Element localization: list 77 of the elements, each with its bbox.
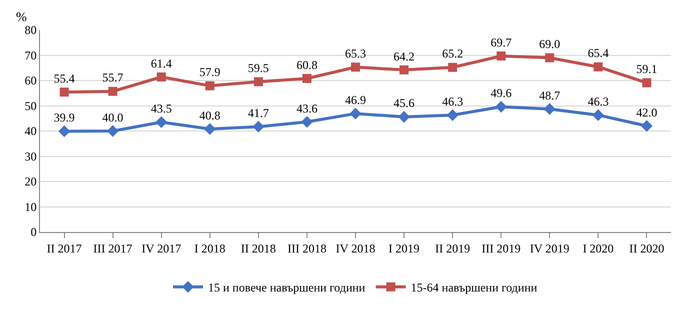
y-tick-label: 60 <box>24 74 37 88</box>
data-label: 65.4 <box>588 46 609 60</box>
data-label: 55.4 <box>54 71 75 86</box>
y-axis-title: % <box>16 9 27 24</box>
point <box>351 62 360 72</box>
point <box>446 109 458 121</box>
data-label: 41.7 <box>248 106 269 120</box>
point <box>252 120 264 133</box>
data-label: 48.7 <box>539 88 560 102</box>
x-tick-label: II 2017 <box>46 241 82 256</box>
point <box>108 86 118 96</box>
point <box>156 72 166 82</box>
x-tick-label: II 2020 <box>629 241 664 256</box>
data-label: 55.7 <box>102 70 124 85</box>
x-tick-label: II 2019 <box>435 241 470 256</box>
point <box>400 65 409 74</box>
point <box>301 116 313 128</box>
y-tick-label: 0 <box>30 225 37 240</box>
y-tick-label: 80 <box>24 23 37 38</box>
data-label: 39.9 <box>54 110 75 125</box>
data-label: 45.6 <box>394 96 415 110</box>
data-label: 69.7 <box>490 35 512 50</box>
point <box>60 88 69 97</box>
x-tick-label: III 2018 <box>287 241 326 256</box>
point <box>544 103 556 115</box>
x-tick-label: I 2019 <box>388 241 420 256</box>
data-label: 65.2 <box>442 46 464 61</box>
point <box>592 109 604 121</box>
point <box>545 53 554 62</box>
data-label: 59.5 <box>248 61 269 76</box>
data-label: 46.3 <box>442 94 464 108</box>
point <box>496 52 506 61</box>
y-tick-label: 70 <box>24 48 37 62</box>
x-tick-label: IV 2018 <box>336 241 376 256</box>
data-label: 69.0 <box>539 37 560 52</box>
data-label: 42.0 <box>636 105 658 120</box>
x-tick-label: I 2020 <box>582 241 614 256</box>
point <box>594 62 603 72</box>
point <box>640 120 653 132</box>
point <box>495 100 507 113</box>
data-label: 43.5 <box>150 102 172 116</box>
point <box>205 81 214 90</box>
legend-label: 15 и повече навършени години <box>208 280 366 295</box>
x-tick-label: II 2018 <box>240 241 276 256</box>
point <box>448 62 458 72</box>
x-tick-label: IV 2019 <box>530 241 570 256</box>
data-label: 64.2 <box>394 49 415 64</box>
point <box>106 125 119 137</box>
data-label: 43.6 <box>296 101 318 116</box>
data-label: 46.3 <box>588 94 609 108</box>
data-label: 57.9 <box>199 65 220 80</box>
x-tick-label: III 2019 <box>482 241 521 256</box>
data-label: 49.6 <box>490 86 512 100</box>
data-label: 61.4 <box>150 56 172 70</box>
data-label: 46.9 <box>345 92 366 107</box>
data-label: 60.8 <box>296 58 318 72</box>
point <box>350 108 362 120</box>
y-tick-label: 10 <box>24 200 37 214</box>
data-label: 65.3 <box>345 46 366 60</box>
legend-label: 15-64 навършени години <box>410 280 538 295</box>
x-tick-label: III 2017 <box>93 241 132 256</box>
data-label: 59.1 <box>636 62 658 76</box>
data-label: 40.0 <box>102 110 124 124</box>
point <box>204 123 216 135</box>
point <box>156 116 168 128</box>
data-label: 40.8 <box>199 108 220 122</box>
y-tick-label: 50 <box>24 98 37 113</box>
y-tick-label: 20 <box>24 174 37 189</box>
point <box>58 125 70 138</box>
y-tick-label: 30 <box>24 149 37 164</box>
y-tick-label: 40 <box>24 124 37 138</box>
point <box>642 78 652 88</box>
point <box>302 74 312 83</box>
point <box>398 111 410 123</box>
x-tick-label: IV 2017 <box>142 241 182 256</box>
x-tick-label: I 2018 <box>194 241 226 256</box>
point <box>254 77 263 86</box>
